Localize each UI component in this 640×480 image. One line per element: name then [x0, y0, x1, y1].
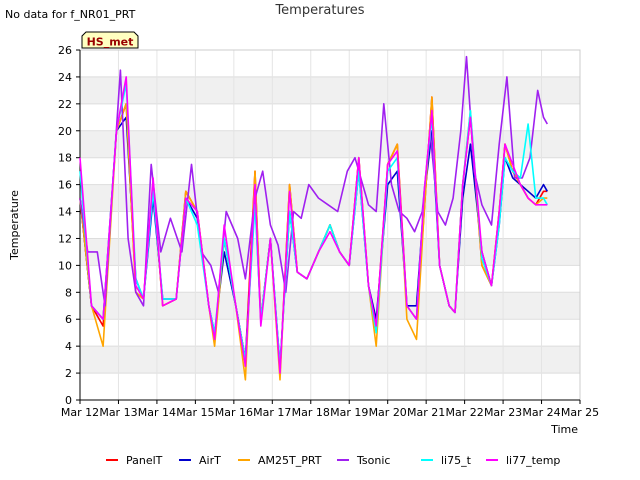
x-tick-label: Mar 23	[484, 406, 522, 419]
x-tick-label: Mar 12	[61, 406, 99, 419]
x-tick-label: Mar 15	[176, 406, 214, 419]
y-tick-label: 24	[58, 71, 72, 84]
no-data-note: No data for f_NR01_PRT	[5, 8, 136, 21]
y-tick-label: 10	[58, 259, 72, 272]
x-tick-label: Mar 21	[407, 406, 445, 419]
legend-label-li77_temp: li77_temp	[506, 454, 560, 467]
y-tick-label: 18	[58, 152, 72, 165]
x-axis-label: Time	[550, 423, 578, 436]
grid-band	[80, 292, 580, 320]
x-tick-label: Mar 19	[330, 406, 368, 419]
x-tick-label: Mar 24	[522, 406, 560, 419]
x-tick-label: Mar 14	[138, 406, 176, 419]
legend-label-AirT: AirT	[199, 454, 221, 467]
y-tick-label: 2	[65, 367, 72, 380]
y-tick-label: 6	[65, 313, 72, 326]
y-tick-label: 20	[58, 125, 72, 138]
chart-title: Temperatures	[274, 3, 364, 18]
y-tick-label: 14	[58, 206, 72, 219]
legend-label-li75_t: li75_t	[441, 454, 472, 467]
grid-band	[80, 346, 580, 374]
y-tick-label: 8	[65, 286, 72, 299]
grid-band	[80, 238, 580, 266]
legend-label-PanelT: PanelT	[126, 454, 163, 467]
x-tick-label: Mar 17	[253, 406, 291, 419]
y-tick-label: 12	[58, 232, 72, 245]
x-tick-label: Mar 13	[99, 406, 137, 419]
series-line-li75_t	[79, 82, 548, 368]
grid-band	[80, 76, 580, 104]
legend-label-Tsonic: Tsonic	[356, 454, 390, 467]
x-tick-label: Mar 18	[292, 406, 330, 419]
grid-band	[80, 130, 580, 158]
y-tick-label: 26	[58, 44, 72, 57]
y-tick-label: 16	[58, 179, 72, 192]
y-tick-label: 22	[58, 98, 72, 111]
annotation-hs-met: HS_met	[81, 31, 139, 49]
x-tick-label: Mar 22	[445, 406, 483, 419]
y-tick-label: 4	[65, 340, 72, 353]
y-tick-label: 0	[65, 394, 72, 407]
x-tick-label: Mar 16	[215, 406, 253, 419]
y-axis-label: Temperature	[8, 190, 21, 261]
annotation-label: HS_met	[87, 36, 134, 49]
annotation-box	[81, 31, 139, 49]
series-line-li77_temp	[79, 76, 548, 374]
x-tick-label: Mar 20	[369, 406, 407, 419]
legend-label-AM25T_PRT: AM25T_PRT	[258, 454, 322, 467]
x-tick-label: Mar 25	[561, 406, 599, 419]
